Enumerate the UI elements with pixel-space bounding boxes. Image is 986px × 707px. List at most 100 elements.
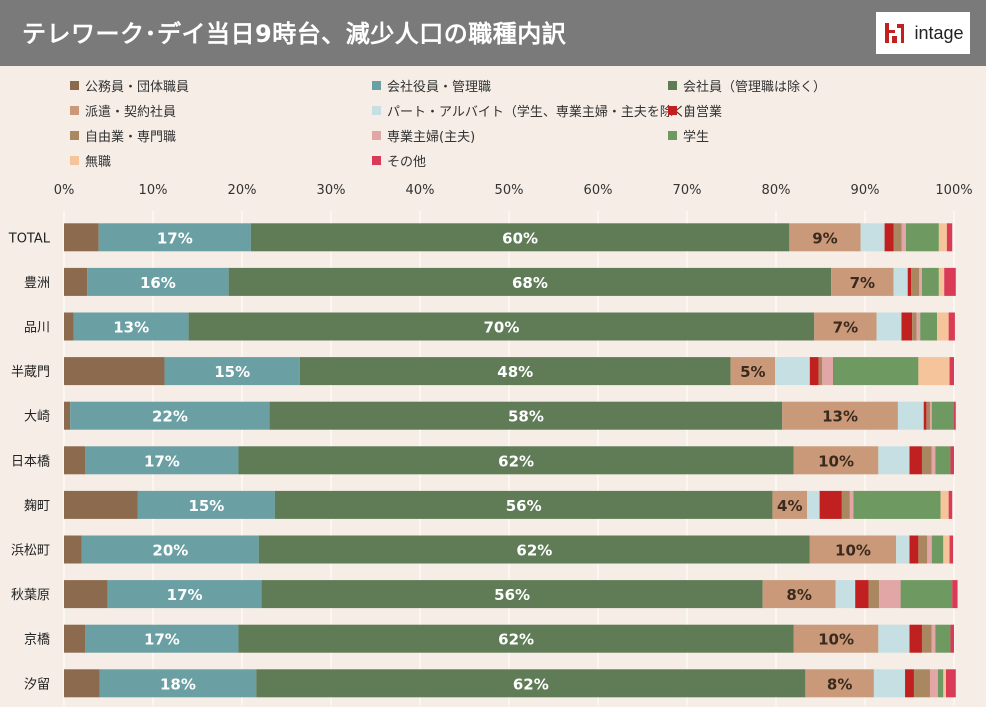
data-label: 60%: [502, 229, 538, 247]
data-label: 20%: [152, 542, 188, 560]
bar-segment: [916, 312, 921, 341]
legend-swatch: [668, 106, 677, 115]
bar-segment: [945, 669, 956, 698]
bar-segment: [921, 446, 932, 475]
intage-logo-mark-icon: [885, 23, 905, 43]
bar-segment: [876, 312, 902, 341]
bar-segment: [782, 401, 898, 430]
bar-segment: [855, 580, 869, 609]
y-category-label: 秋葉原: [11, 588, 50, 603]
bar-segment: [818, 357, 823, 386]
bar-segment: [793, 446, 879, 475]
bar-segment: [832, 357, 919, 386]
bar-segment: [944, 267, 956, 296]
bar-segment: [918, 357, 950, 386]
bar-segment: [938, 223, 947, 252]
legend-item: 会社役員・管理職: [372, 76, 491, 95]
bar-segment: [909, 446, 922, 475]
bar-segment: [762, 580, 836, 609]
legend-label: パート・アルバイト（学生、専業主婦・主夫を除く）: [387, 105, 699, 120]
legend-item: その他: [372, 151, 426, 170]
bar-segment: [912, 312, 917, 341]
data-label: 15%: [188, 497, 224, 515]
y-category-label: 麹町: [24, 498, 50, 514]
bar-segment: [938, 267, 945, 296]
bar-segment: [943, 535, 950, 564]
bar-segment: [819, 490, 842, 519]
x-tick-label: 70%: [673, 183, 702, 198]
bar-segment: [849, 490, 854, 519]
bar-segment: [730, 357, 776, 386]
bar-segment: [269, 401, 783, 430]
stacked-bar-chart: 0% 10% 20% 30% 40% 50% 60% 70% 80% 90% 100% TOTAL 17…: [8, 183, 973, 706]
bar-segment: [835, 580, 856, 609]
bar-segment: [64, 624, 86, 653]
bar-segment: [831, 267, 894, 296]
legend-item: 派遣・契約社員: [70, 101, 176, 120]
bar-segment: [70, 401, 270, 430]
bar-segment: [893, 223, 902, 252]
bar-segment: [107, 580, 262, 609]
data-label: 10%: [835, 542, 871, 560]
bar-segment: [299, 357, 731, 386]
bar-segment: [64, 312, 74, 341]
data-label: 18%: [160, 675, 196, 693]
bar-segment: [937, 669, 944, 698]
data-label: 7%: [833, 319, 858, 337]
data-label: 17%: [157, 229, 193, 247]
bar-segment: [809, 357, 819, 386]
legend-swatch: [372, 131, 381, 140]
y-category-label: 汐留: [24, 676, 50, 692]
bar-segment: [931, 624, 936, 653]
x-tick-label: 10%: [139, 183, 168, 198]
bar-segment: [940, 490, 949, 519]
data-label: 10%: [818, 452, 854, 470]
bar-segment: [64, 446, 86, 475]
bar-segment: [64, 267, 88, 296]
bar-segment: [274, 490, 773, 519]
bar-segment: [841, 490, 850, 519]
x-tick-label: 80%: [762, 183, 791, 198]
data-label: 13%: [822, 408, 858, 426]
legend-swatch: [372, 106, 381, 115]
bar-segment: [931, 401, 954, 430]
bar-segment: [920, 312, 938, 341]
y-category-label: 品川: [24, 321, 50, 336]
data-label: 7%: [850, 274, 875, 292]
legend-item: 会社員（管理職は除く）: [668, 76, 826, 95]
y-category-label: 日本橋: [11, 454, 50, 469]
bar-segment: [918, 535, 928, 564]
bar-segment: [853, 490, 941, 519]
data-label: 56%: [506, 497, 542, 515]
data-label: 5%: [740, 363, 765, 381]
data-label: 48%: [497, 363, 533, 381]
legend-label: その他: [387, 155, 427, 170]
x-tick-label: 0%: [54, 183, 75, 198]
data-label: 56%: [494, 586, 530, 604]
bar-segment: [258, 535, 810, 564]
legend-item: 無職: [70, 151, 111, 170]
data-label: 22%: [152, 408, 188, 426]
x-tick-label: 40%: [406, 183, 435, 198]
legend-swatch: [668, 81, 677, 90]
data-label: 17%: [167, 586, 203, 604]
bar-segment: [98, 223, 251, 252]
bar-segment: [948, 490, 953, 519]
bar-segment: [911, 267, 920, 296]
bar-segment: [878, 624, 910, 653]
bar-segment: [923, 401, 927, 430]
bar-segment: [261, 580, 763, 609]
bar-segment: [238, 446, 794, 475]
legend-label: 自営業: [683, 105, 723, 120]
bar-segment: [937, 312, 949, 341]
bar-segment: [954, 401, 956, 430]
bar-segment: [949, 535, 954, 564]
bar-segment: [64, 223, 99, 252]
data-label: 62%: [513, 675, 549, 693]
bar-segment: [950, 446, 954, 475]
bar-segment: [901, 223, 906, 252]
bar-segment: [905, 669, 914, 698]
bar-segment: [860, 223, 885, 252]
bar-segment: [64, 490, 138, 519]
y-category-label: 京橋: [24, 633, 50, 648]
